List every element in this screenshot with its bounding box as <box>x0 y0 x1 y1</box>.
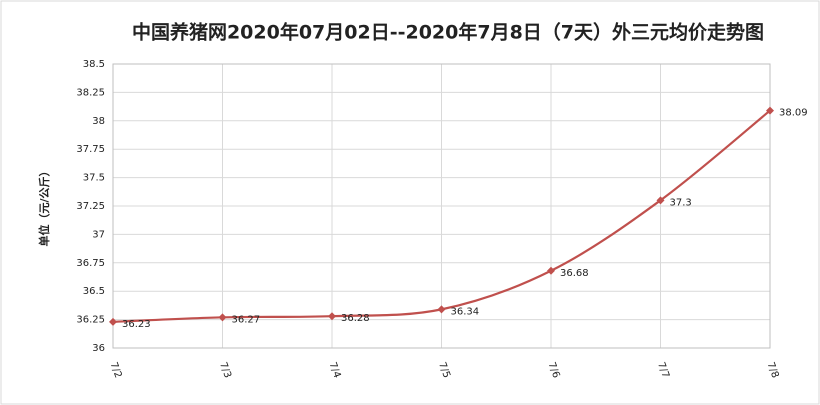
y-tick-label: 38 <box>92 116 105 127</box>
y-tick-label: 37.25 <box>76 201 105 212</box>
y-tick-label: 37 <box>92 229 105 240</box>
x-tick-label: 7/8 <box>765 361 781 380</box>
data-label: 38.09 <box>779 108 808 119</box>
x-tick-label: 7/7 <box>655 361 671 380</box>
data-label: 36.23 <box>122 319 151 330</box>
y-tick-label: 37.75 <box>76 144 105 155</box>
x-tick-label: 7/6 <box>546 361 562 380</box>
point-marker <box>766 106 774 115</box>
y-axis-label: 单位（元/公斤） <box>37 165 51 246</box>
chart-title: 中国养猪网2020年07月02日--2020年7月8日（7天）外三元均价走势图 <box>132 21 764 44</box>
x-tick-label: 7/3 <box>217 361 233 380</box>
point-marker <box>218 313 227 322</box>
y-tick-label: 36 <box>92 343 105 354</box>
plot-border <box>112 63 771 349</box>
point-marker <box>547 266 555 275</box>
data-label: 37.3 <box>670 197 692 208</box>
x-tick-label: 7/5 <box>436 361 452 380</box>
data-label: 36.68 <box>560 268 589 279</box>
y-tick-label: 36.25 <box>76 315 105 326</box>
x-tick-label: 7/4 <box>327 361 343 380</box>
data-label: 36.28 <box>341 313 370 324</box>
data-label: 36.27 <box>232 314 261 325</box>
point-marker <box>109 317 117 326</box>
y-tick-label: 36.5 <box>83 286 105 297</box>
point-marker <box>328 312 336 321</box>
data-label: 36.34 <box>451 306 480 317</box>
y-tick-label: 36.75 <box>76 258 105 269</box>
point-marker <box>656 196 665 205</box>
y-tick-label: 37.5 <box>83 173 105 184</box>
point-marker <box>437 305 446 314</box>
y-tick-label: 38.5 <box>83 59 105 70</box>
y-tick-label: 38.25 <box>76 87 105 98</box>
x-tick-label: 7/2 <box>108 361 124 380</box>
